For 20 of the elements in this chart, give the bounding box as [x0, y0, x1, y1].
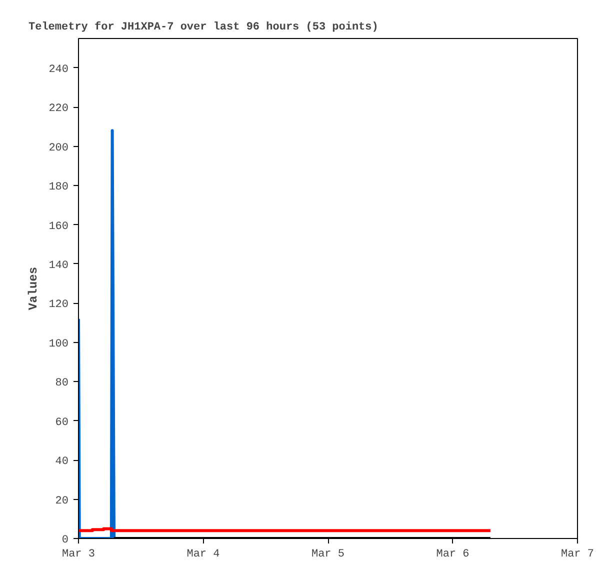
y-tick-label: 120 [48, 299, 69, 312]
y-tick-label: 20 [55, 495, 68, 508]
chart-title: Telemetry for JH1XPA-7 over last 96 hours (53 points) [28, 20, 378, 34]
y-tick-label: 160 [48, 220, 69, 233]
y-axis-title: Values [26, 266, 41, 310]
y-tick-label: 0 [62, 534, 69, 546]
x-tick-label: Mar 7 [560, 548, 594, 560]
x-tick-label: Mar 3 [62, 548, 96, 560]
x-tick-label: Mar 5 [311, 548, 345, 560]
y-tick-label: 140 [48, 260, 69, 272]
y-tick-label: 40 [55, 456, 68, 468]
y-tick-label: 240 [48, 64, 69, 76]
x-tick-label: Mar 4 [186, 548, 220, 560]
y-tick-label: 200 [48, 142, 69, 154]
y-tick-label: 60 [55, 416, 68, 429]
x-tick-label: Mar 6 [436, 548, 470, 560]
y-tick-label: 80 [55, 378, 68, 390]
y-tick-label: 100 [48, 338, 69, 350]
y-tick-label: 180 [48, 182, 69, 194]
y-tick-label: 220 [48, 103, 69, 116]
